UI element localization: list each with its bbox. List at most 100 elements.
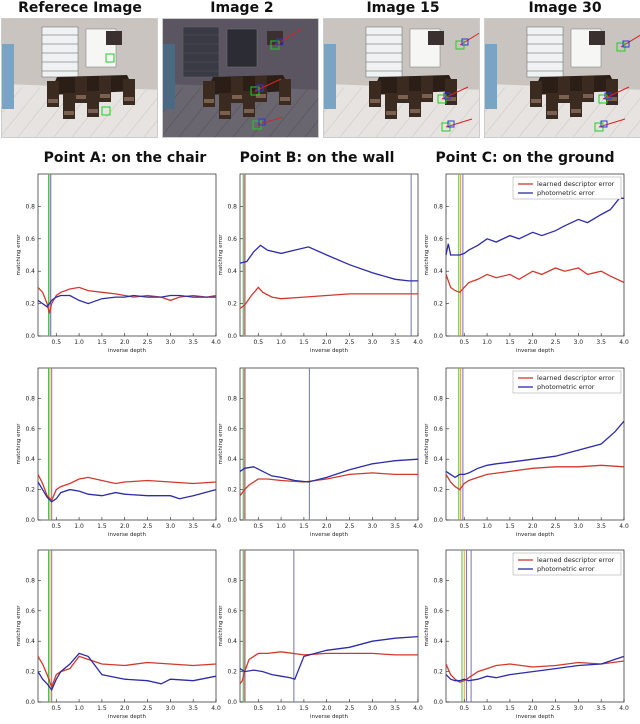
x-tick-label: 2.5 [551, 705, 561, 712]
image-15-thumbnail [323, 18, 480, 138]
x-tick-label: 2.0 [322, 523, 332, 530]
plot-row2-col2: 0.0 0.2 0.4 0.6 0.8 0.5 1.0 1.5 2.0 2.5 3.0 3.5 4.0 i… [212, 362, 424, 542]
photometric-error-line [37, 652, 217, 692]
y-tick-label: 0.6 [433, 236, 443, 243]
photometric-error-line [445, 655, 625, 682]
y-tick-label: 0.8 [25, 395, 35, 402]
chart-svg-0: 0.0 0.2 0.4 0.6 0.8 0.5 1.0 1.5 2.0 2.5 3.0 3.5 4.0 i… [16, 173, 221, 354]
y-axis-label: matching error [218, 605, 224, 647]
x-axis-label: inverse depth [108, 348, 146, 354]
x-tick-label: 4.0 [211, 523, 221, 530]
x-tick-label: 3.5 [596, 705, 606, 712]
y-tick-label: 0.4 [25, 456, 35, 463]
x-tick-label: 4.0 [619, 523, 629, 530]
x-axis-label: inverse depth [516, 714, 554, 720]
legend-box [512, 370, 622, 394]
plot-frame [239, 549, 419, 703]
x-tick-label: 3.5 [188, 705, 198, 712]
x-tick-label: 2.0 [322, 705, 332, 712]
plot-row3-col2: 0.0 0.2 0.4 0.6 0.8 0.5 1.0 1.5 2.0 2.5 3.0 3.5 4.0 i… [212, 544, 424, 724]
legend-entry: learned descriptor error [537, 180, 615, 188]
x-tick-label: 4.0 [619, 705, 629, 712]
x-axis-label: inverse depth [516, 348, 554, 354]
plot-frame [445, 549, 625, 703]
x-tick-label: 4.0 [413, 523, 423, 530]
y-tick-label: 0.4 [227, 456, 237, 463]
plot-row2-col3: 0.0 0.2 0.4 0.6 0.8 0.5 1.0 1.5 2.0 2.5 3.0 3.5 4.0 i… [418, 362, 630, 542]
legend-entry: photometric error [537, 383, 595, 391]
x-tick-label: 3.5 [188, 523, 198, 530]
column-title-point-c: Point C: on the ground [435, 150, 615, 166]
x-tick-label: 1.0 [74, 523, 84, 530]
scene-picture [485, 19, 640, 137]
photometric-error-line [445, 420, 625, 479]
y-tick-label: 0.0 [25, 333, 35, 340]
x-tick-label: 1.5 [505, 339, 515, 346]
plot-row2-col1: 0.0 0.2 0.4 0.6 0.8 0.5 1.0 1.5 2.0 2.5 3.0 3.5 4.0 i… [10, 362, 222, 542]
y-tick-label: 0.8 [433, 395, 443, 402]
y-tick-label: 0.4 [227, 638, 237, 645]
x-tick-label: 2.5 [345, 705, 355, 712]
chart-svg-2: 0.0 0.2 0.4 0.6 0.8 0.5 1.0 1.5 2.0 2.5 3.0 3.5 4.0 i… [424, 173, 629, 354]
plot-row3-col1: 0.0 0.2 0.4 0.6 0.8 0.5 1.0 1.5 2.0 2.5 3.0 3.5 4.0 i… [10, 544, 222, 724]
y-axis-label: matching error [16, 605, 22, 647]
x-tick-label: 3.0 [574, 523, 584, 530]
x-tick-label: 3.0 [368, 523, 378, 530]
photometric-error-line [239, 635, 419, 681]
x-tick-label: 0.5 [51, 339, 61, 346]
x-axis-label: inverse depth [310, 348, 348, 354]
y-tick-label: 0.6 [433, 608, 443, 615]
y-tick-label: 0.8 [25, 203, 35, 210]
y-tick-label: 0.4 [227, 268, 237, 275]
learned-descriptor-error-line [239, 286, 418, 310]
y-tick-label: 0.4 [433, 638, 443, 645]
y-tick-label: 0.8 [433, 203, 443, 210]
learned-descriptor-error-line [239, 472, 418, 497]
photometric-error-line [37, 481, 217, 503]
y-tick-label: 0.6 [227, 236, 237, 243]
x-tick-label: 3.0 [574, 705, 584, 712]
x-tick-label: 1.0 [482, 705, 492, 712]
photometric-error-line [445, 197, 624, 256]
scene-picture [2, 19, 157, 137]
y-tick-label: 0.0 [433, 517, 443, 524]
x-tick-label: 4.0 [211, 705, 221, 712]
y-tick-label: 0.8 [227, 203, 237, 210]
y-tick-label: 0.2 [25, 669, 35, 676]
x-tick-label: 2.0 [528, 523, 538, 530]
x-axis-label: inverse depth [108, 532, 146, 538]
learned-descriptor-error-line [37, 655, 217, 689]
chart-svg-7: 0.0 0.2 0.4 0.6 0.8 0.5 1.0 1.5 2.0 2.5 3.0 3.5 4.0 i… [218, 549, 423, 720]
x-tick-label: 3.5 [390, 705, 400, 712]
image-30-thumbnail [484, 18, 640, 138]
y-tick-label: 0.6 [25, 236, 35, 243]
y-axis-label: matching error [16, 234, 22, 276]
image-2-thumbnail [162, 18, 319, 138]
y-tick-label: 0.8 [227, 577, 237, 584]
y-tick-label: 0.6 [227, 608, 237, 615]
y-axis-label: matching error [424, 234, 430, 276]
y-axis-label: matching error [218, 423, 224, 465]
y-tick-label: 0.2 [227, 669, 237, 676]
x-tick-label: 2.5 [551, 339, 561, 346]
photometric-error-line [239, 458, 419, 483]
plot-row1-col1: 0.0 0.2 0.4 0.6 0.8 0.5 1.0 1.5 2.0 2.5 3.0 3.5 4.0 i… [10, 168, 222, 358]
x-tick-label: 1.0 [276, 705, 286, 712]
y-axis-label: matching error [218, 234, 224, 276]
legend-entry: learned descriptor error [537, 556, 615, 564]
y-axis-label: matching error [424, 605, 430, 647]
x-tick-label: 3.0 [166, 339, 176, 346]
plot-frame [239, 367, 419, 521]
x-tick-label: 1.5 [97, 705, 107, 712]
x-tick-label: 2.5 [345, 523, 355, 530]
x-tick-label: 1.5 [505, 523, 515, 530]
x-tick-label: 2.0 [528, 339, 538, 346]
x-tick-label: 3.5 [596, 523, 606, 530]
y-tick-label: 0.6 [25, 426, 35, 433]
x-tick-label: 1.0 [276, 523, 286, 530]
plot-frame [239, 173, 419, 337]
plot-frame [445, 367, 625, 521]
x-tick-label: 1.5 [97, 339, 107, 346]
learned-descriptor-error-line [445, 267, 625, 294]
chart-svg-5: 0.0 0.2 0.4 0.6 0.8 0.5 1.0 1.5 2.0 2.5 3.0 3.5 4.0 i… [424, 367, 629, 538]
